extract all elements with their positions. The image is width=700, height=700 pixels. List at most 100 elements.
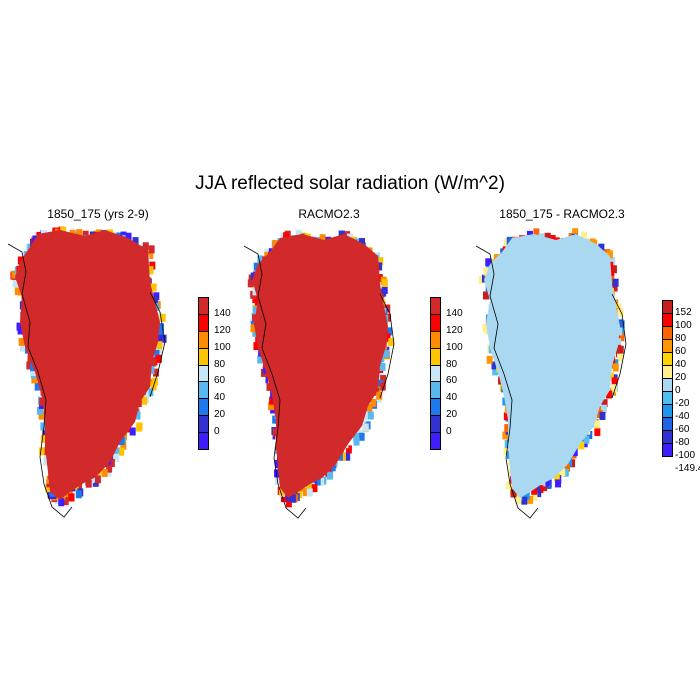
colorbar-label: 120 <box>214 324 231 336</box>
edge-cell <box>542 478 549 487</box>
colorbar-swatch <box>662 300 673 314</box>
edge-cell <box>359 238 366 247</box>
edge-cell <box>544 232 551 241</box>
edge-cell <box>252 328 259 337</box>
colorbar-swatch <box>430 398 441 417</box>
edge-cell <box>272 415 279 424</box>
edge-cell <box>150 283 157 292</box>
edge-cell <box>311 484 318 493</box>
colorbar-swatch <box>430 432 441 450</box>
edge-cell <box>306 488 313 497</box>
edge-cell <box>606 250 613 259</box>
edge-cell <box>555 479 562 488</box>
edge-cell <box>82 230 89 239</box>
edge-cell <box>120 441 127 450</box>
edge-cell <box>151 296 158 305</box>
edge-cell <box>376 391 383 400</box>
edge-cell <box>147 266 154 275</box>
colorbar-swatch <box>198 381 209 400</box>
colorbar-swatch <box>430 313 441 332</box>
edge-cell <box>113 447 120 456</box>
edge-cell <box>533 228 540 237</box>
edge-cell <box>68 493 75 502</box>
edge-cell <box>14 287 21 296</box>
edge-cell <box>358 432 365 441</box>
colorbar-swatch <box>198 432 209 450</box>
edge-cell <box>611 384 618 393</box>
edge-cell <box>366 403 373 412</box>
colorbar-label: 60 <box>446 375 458 387</box>
colorbar-label: 0 <box>446 426 452 438</box>
edge-cell <box>134 411 141 420</box>
edge-cell <box>40 422 47 431</box>
edge-cell <box>278 487 285 496</box>
colorbar-swatch <box>662 404 673 418</box>
edge-cell <box>379 362 386 371</box>
colorbar-label: 100 <box>446 341 463 353</box>
edge-cell <box>562 468 569 477</box>
edge-cell <box>599 411 606 420</box>
edge-cell <box>156 326 163 335</box>
edge-cell <box>11 270 18 279</box>
edge-cell <box>317 477 324 486</box>
edge-cell <box>345 445 352 454</box>
edge-cell <box>58 498 65 507</box>
edge-cell <box>106 464 113 473</box>
colorbar-label: 80 <box>446 358 458 370</box>
edge-cell <box>506 236 513 245</box>
edge-cell <box>272 239 279 248</box>
colorbar-label: 40 <box>214 392 226 404</box>
edge-cell <box>504 424 511 433</box>
colorbar-label: 0 <box>675 385 681 396</box>
edge-cell <box>618 320 625 329</box>
colorbar-label: -149.4 <box>675 463 700 474</box>
edge-cell <box>583 435 590 444</box>
edge-cell <box>598 243 605 252</box>
edge-cell <box>62 497 69 506</box>
edge-cell <box>618 333 625 342</box>
edge-cell <box>523 491 530 500</box>
colorbar-label: -80 <box>675 437 690 448</box>
colorbar-label: -60 <box>675 424 690 435</box>
edge-cell <box>380 288 387 297</box>
edge-cell <box>367 411 374 420</box>
edge-cell <box>247 279 254 288</box>
edge-cell <box>101 468 108 477</box>
edge-cell <box>155 354 162 363</box>
edge-cell <box>609 257 616 266</box>
colorbar-label: 80 <box>675 333 687 344</box>
edge-cell <box>26 361 33 370</box>
edge-cell <box>478 275 485 284</box>
edge-cell <box>586 430 593 439</box>
colorbar-swatch <box>662 391 673 405</box>
edge-cell <box>108 459 115 468</box>
edge-cell <box>502 431 509 440</box>
edge-cell <box>272 428 279 437</box>
edge-cell <box>155 312 162 321</box>
colorbar-label: 0 <box>214 426 220 438</box>
edge-cell <box>485 258 492 267</box>
edge-cell <box>617 353 624 362</box>
edge-cell <box>353 437 360 446</box>
edge-cell <box>386 327 393 336</box>
edge-cell <box>85 479 92 488</box>
edge-cell <box>34 382 41 391</box>
colorbar-label: 60 <box>675 346 687 357</box>
colorbar-swatch <box>662 313 673 327</box>
edge-cell <box>153 349 160 358</box>
colorbar-swatch <box>662 378 673 392</box>
edge-cell <box>18 337 25 346</box>
colorbar-swatch <box>198 415 209 434</box>
edge-cell <box>155 336 162 345</box>
edge-cell <box>125 232 132 241</box>
edge-cell <box>253 262 260 271</box>
edge-cell <box>75 490 82 499</box>
colorbar-label: 140 <box>214 307 231 319</box>
edge-cell <box>141 396 148 405</box>
edge-cell <box>569 459 576 468</box>
edge-cell <box>31 375 38 384</box>
edge-cell <box>482 323 489 332</box>
edge-cell <box>531 492 538 501</box>
edge-cell <box>274 469 281 478</box>
colorbar-swatch <box>430 415 441 434</box>
